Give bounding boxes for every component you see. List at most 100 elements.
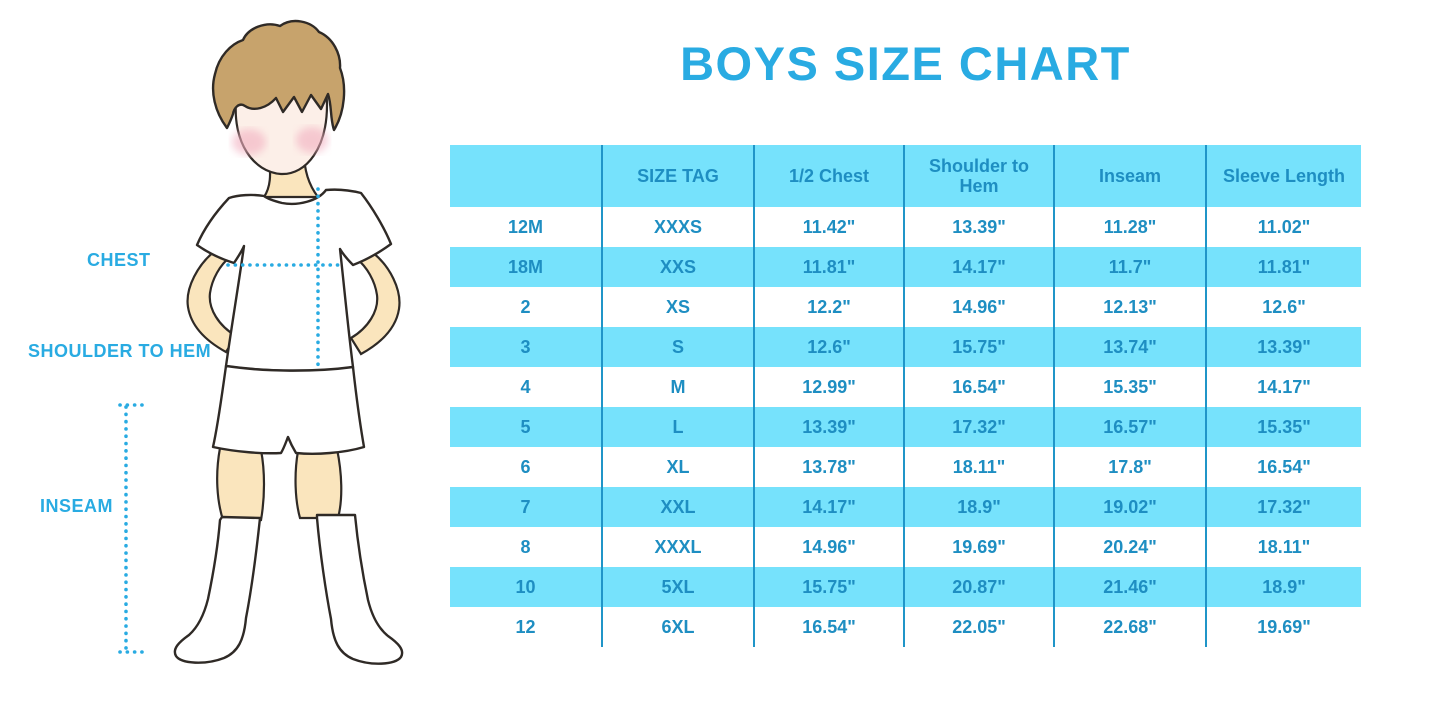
table-cell: 20.87"	[905, 567, 1055, 607]
right-arm	[349, 250, 401, 356]
table-cell: 18.9"	[905, 487, 1055, 527]
table-cell: 11.81"	[1257, 256, 1311, 277]
measurement-lines	[118, 187, 345, 654]
hair	[211, 19, 346, 132]
table-cell: 12.6"	[1262, 296, 1306, 317]
size-chart-table: SIZE TAG 1/2 Chest Shoulder to Hem Inseam Sl…	[450, 145, 1361, 647]
column-header: 1/2 Chest	[755, 145, 905, 207]
table-cell: 13.39"	[905, 207, 1055, 247]
table-cell: 17.8"	[1055, 447, 1207, 487]
column-header: Shoulder to Hem	[905, 145, 1055, 207]
table-cell: 12.6"	[755, 327, 905, 367]
table-row: 10 5XL 15.75" 20.87" 21.46" 18.9"	[450, 567, 1361, 607]
shorts	[211, 364, 366, 455]
right-leg	[294, 447, 343, 520]
table-cell: 14.96"	[755, 527, 905, 567]
table-cell: 10	[450, 567, 603, 607]
table-cell: 11.42"	[755, 207, 905, 247]
table-cell: 11.28"	[1055, 207, 1207, 247]
table-cell: 5XL	[603, 567, 755, 607]
table-cell: 18.9"	[1262, 576, 1306, 597]
column-header: Inseam	[1055, 145, 1207, 207]
table-cell: XXXL	[603, 527, 755, 567]
table-cell: 19.69"	[905, 527, 1055, 567]
table-cell: 18.11"	[1257, 536, 1311, 557]
table-row: 3 S 12.6" 15.75" 13.74" 13.39"	[450, 327, 1361, 367]
table-cell: 6	[450, 447, 603, 487]
table-cell: 15.35"	[1257, 416, 1311, 437]
table-cell: 13.78"	[755, 447, 905, 487]
table-cell: 11.81"	[755, 247, 905, 287]
table-row: 6 XL 13.78" 18.11" 17.8" 16.54"	[450, 447, 1361, 487]
chest-label: CHEST	[87, 250, 151, 270]
right-sock	[315, 513, 404, 665]
table-cell: 16.57"	[1055, 407, 1207, 447]
table-row: 12 6XL 16.54" 22.05" 22.68" 19.69"	[450, 607, 1361, 647]
table-cell: 13.74"	[1055, 327, 1207, 367]
column-header: Sleeve Length	[1222, 165, 1346, 186]
table-cell: 15.35"	[1055, 367, 1207, 407]
table-cell: L	[603, 407, 755, 447]
table-cell: 12	[450, 607, 603, 647]
table-cell: XXS	[603, 247, 755, 287]
table-cell: 12.99"	[755, 367, 905, 407]
table-cell: 20.24"	[1055, 527, 1207, 567]
table-cell: 15.75"	[755, 567, 905, 607]
table-cell: 12M	[450, 207, 603, 247]
boy-figure-svg	[118, 19, 404, 665]
table-cell: 17.32"	[1257, 496, 1311, 517]
table-cell: 2	[450, 287, 603, 327]
table-cell: XXL	[603, 487, 755, 527]
column-header	[450, 145, 603, 207]
left-sock	[173, 515, 262, 664]
table-cell: 21.46"	[1055, 567, 1207, 607]
table-cell: S	[603, 327, 755, 367]
table-row: 5 L 13.39" 17.32" 16.57" 15.35"	[450, 407, 1361, 447]
table-cell: 18M	[450, 247, 603, 287]
table-header-row: SIZE TAG 1/2 Chest Shoulder to Hem Inseam Sl…	[450, 145, 1361, 207]
table-cell: 16.54"	[755, 607, 905, 647]
table-cell: 12.13"	[1055, 287, 1207, 327]
table-row: 7 XXL 14.17" 18.9" 19.02" 17.32"	[450, 487, 1361, 527]
table-cell: XS	[603, 287, 755, 327]
table-row: 18M XXS 11.81" 14.17" 11.7" 11.81"	[450, 247, 1361, 287]
left-leg	[216, 446, 266, 522]
table-row: 4 M 12.99" 16.54" 15.35" 14.17"	[450, 367, 1361, 407]
inseam-label: INSEAM	[40, 496, 114, 516]
table-cell: XXXS	[603, 207, 755, 247]
right-cheek	[296, 127, 328, 153]
table-cell: 13.39"	[1257, 336, 1311, 357]
table-cell: 8	[450, 527, 603, 567]
table-cell: 14.96"	[905, 287, 1055, 327]
table-cell: 7	[450, 487, 603, 527]
table-cell: 14.17"	[1257, 376, 1311, 397]
table-row: 8 XXXL 14.96" 19.69" 20.24" 18.11"	[450, 527, 1361, 567]
table-cell: 14.17"	[905, 247, 1055, 287]
table-cell: 16.54"	[1257, 456, 1311, 477]
table-cell: 19.02"	[1055, 487, 1207, 527]
table-cell: 4	[450, 367, 603, 407]
table-cell: 16.54"	[905, 367, 1055, 407]
table-cell: 5	[450, 407, 603, 447]
table-cell: 12.2"	[755, 287, 905, 327]
table-cell: 19.69"	[1257, 616, 1311, 637]
table-cell: 13.39"	[755, 407, 905, 447]
table-cell: 18.11"	[905, 447, 1055, 487]
table-row: 12M XXXS 11.42" 13.39" 11.28" 11.02"	[450, 207, 1361, 247]
table-row: 2 XS 12.2" 14.96" 12.13" 12.6"	[450, 287, 1361, 327]
table-cell: 22.68"	[1055, 607, 1207, 647]
table-cell: M	[603, 367, 755, 407]
table-cell: 3	[450, 327, 603, 367]
table-cell: 14.17"	[755, 487, 905, 527]
table-cell: 11.7"	[1055, 247, 1207, 287]
left-cheek	[232, 129, 266, 155]
column-header: SIZE TAG	[603, 145, 755, 207]
shoulder-to-hem-label: SHOULDER TO HEM	[28, 341, 212, 361]
table-cell: 22.05"	[905, 607, 1055, 647]
table-cell: 15.75"	[905, 327, 1055, 367]
table-cell: 17.32"	[905, 407, 1055, 447]
boy-illustration: CHEST SHOULDER TO HEM INSEAM	[0, 0, 450, 723]
table-cell: 6XL	[603, 607, 755, 647]
table-cell: 11.02"	[1257, 216, 1311, 237]
